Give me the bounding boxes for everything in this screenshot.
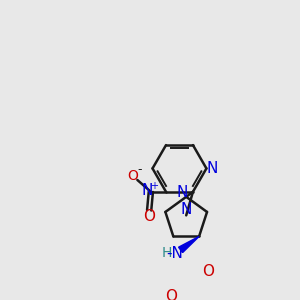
Text: -: - [138,164,142,176]
Text: O: O [202,264,214,279]
Text: O: O [143,209,155,224]
Text: N: N [181,202,192,217]
Text: O: O [165,289,177,300]
Text: N: N [142,183,153,198]
Text: O: O [128,169,139,183]
Polygon shape [178,236,199,253]
Text: H: H [162,246,172,260]
Text: N: N [207,161,218,176]
Text: +: + [150,181,158,191]
Text: -N: -N [166,246,183,261]
Text: N: N [176,185,188,200]
